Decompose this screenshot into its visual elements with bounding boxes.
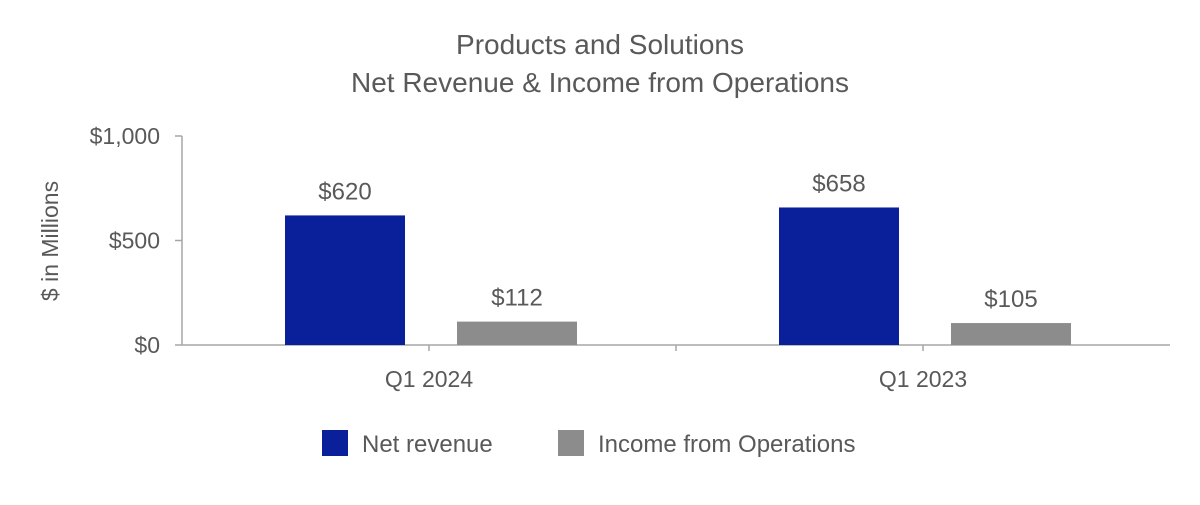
y-tick-label: $1,000 [90,123,160,149]
legend-swatch-net-revenue [322,430,348,456]
y-tick-label: $500 [109,228,160,254]
y-tick-label: $0 [134,332,160,358]
legend-label: Income from Operations [598,431,855,458]
data-label: $112 [491,285,543,312]
bar-income-from-operations [457,321,577,345]
y-ticks: $0 $500 $1,000 [90,123,182,358]
x-ticks: Q1 2024 Q1 2023 [385,345,967,392]
x-tick-label: Q1 2024 [385,366,473,392]
legend-label: Net revenue [362,431,493,458]
data-labels: $620 $112 $658 $105 [318,170,1037,313]
legend: Net revenue Income from Operations [322,430,855,458]
bars [285,207,1071,345]
chart-title: Products and Solutions [456,29,744,60]
bar-net-revenue [779,207,899,345]
data-label: $105 [984,286,1037,313]
x-tick-label: Q1 2023 [879,366,967,392]
data-label: $620 [318,178,371,205]
bar-net-revenue [285,215,405,345]
legend-swatch-income-from-operations [558,430,584,456]
chart-subtitle: Net Revenue & Income from Operations [351,67,849,98]
data-label: $658 [812,170,865,197]
y-axis-title: $ in Millions [37,181,63,301]
bar-income-from-operations [951,323,1071,345]
